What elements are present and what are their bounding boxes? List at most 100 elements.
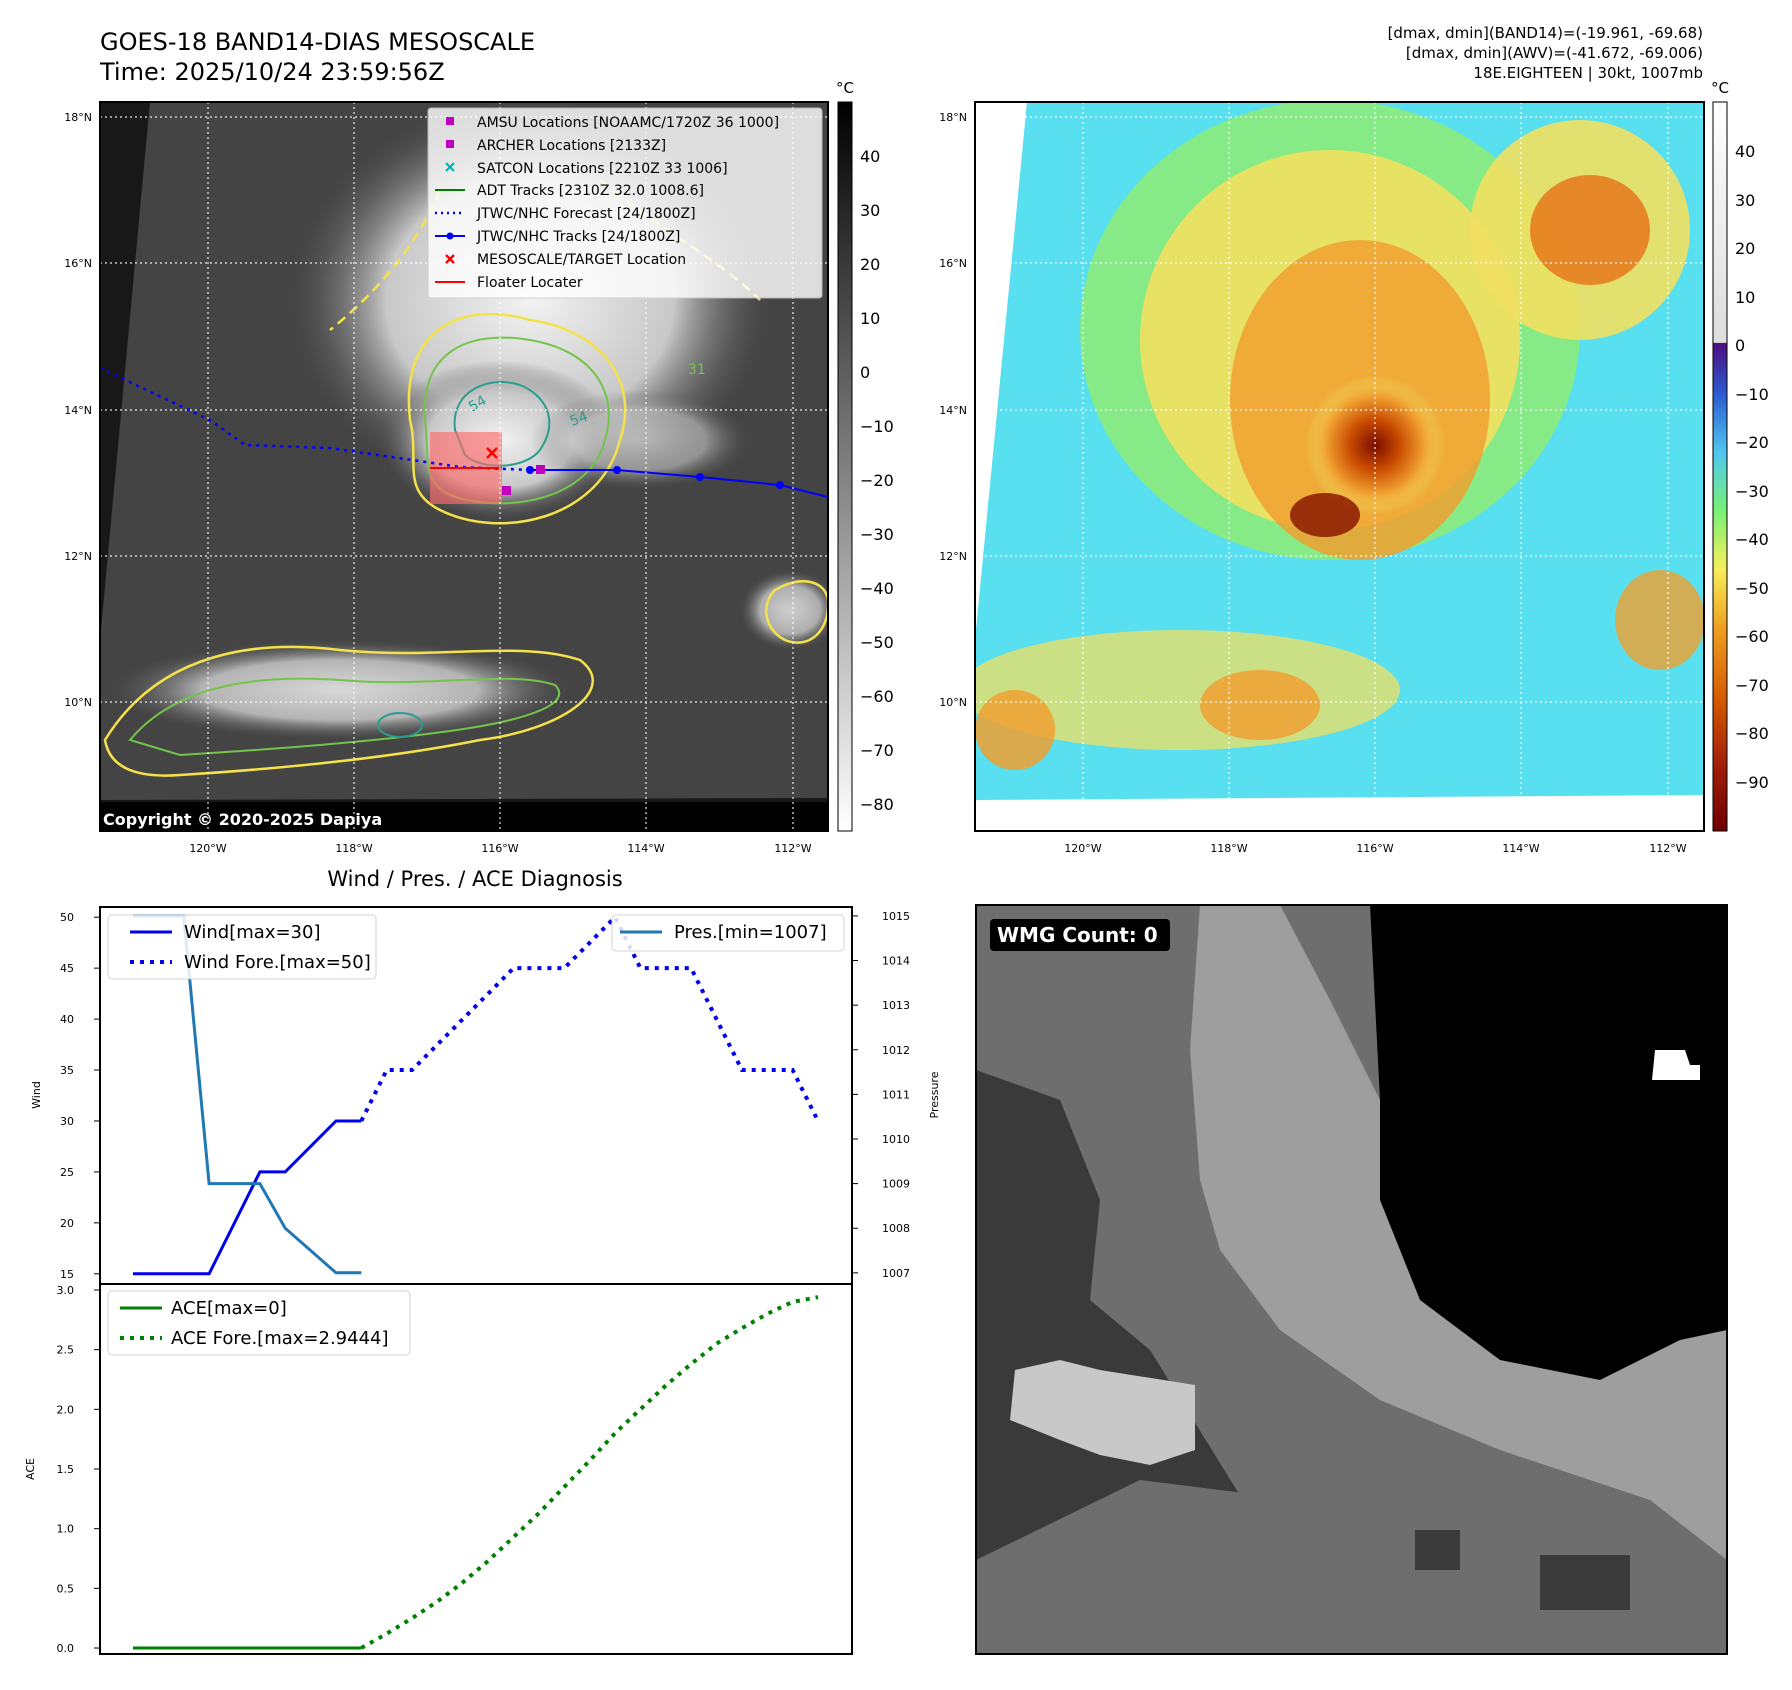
ir-cb-tick-m10: −10 bbox=[860, 417, 894, 436]
wmg-white-spot bbox=[1652, 1050, 1700, 1080]
awv-lat-12: 12°N bbox=[939, 550, 967, 563]
legend-archer-icon bbox=[446, 140, 454, 148]
awv-cb-tick-20: 20 bbox=[1735, 239, 1755, 258]
wind-y-axis: 15 20 25 30 35 40 45 50 bbox=[60, 911, 100, 1281]
pressure-y-axis: 1007 1008 1009 1010 1011 1012 1013 1014 1015 bbox=[852, 910, 910, 1280]
legend-floater-label: Floater Locater bbox=[477, 275, 583, 291]
ir-contour-yellow-south bbox=[103, 645, 594, 777]
legend-forecast-label: JTWC/NHC Forecast [24/1800Z] bbox=[476, 206, 696, 222]
awv-cb-tick-m30: −30 bbox=[1735, 482, 1769, 501]
awv-lat-18: 18°N bbox=[939, 111, 967, 124]
ace-tick-label-4: 2.0 bbox=[57, 1403, 75, 1416]
ir-cb-tick-30: 30 bbox=[860, 201, 880, 220]
wmg-light-patch bbox=[1010, 1360, 1195, 1465]
diagnosis-title: Wind / Pres. / ACE Diagnosis bbox=[327, 867, 622, 891]
ir-cb-tick-m20: −20 bbox=[860, 471, 894, 490]
ir-contour-teal-south bbox=[377, 712, 423, 738]
awv-cb-tick-0: 0 bbox=[1735, 336, 1745, 355]
wind-ylabel: Wind bbox=[30, 1081, 43, 1109]
awv-gridlines bbox=[975, 102, 1704, 831]
awv-cb-tick-30: 30 bbox=[1735, 191, 1755, 210]
legend-target-icon bbox=[445, 254, 455, 264]
awv-cb-tick-m90: −90 bbox=[1735, 773, 1769, 792]
ir-cb-tick-m60: −60 bbox=[860, 687, 894, 706]
wind-tick-label-7: 50 bbox=[60, 911, 74, 924]
figure-time: Time: 2025/10/24 23:59:56Z bbox=[99, 58, 445, 86]
ir-lat-18: 18°N bbox=[64, 111, 92, 124]
awv-lon-112: 112°W bbox=[1649, 842, 1686, 855]
awv-orange-east bbox=[1615, 570, 1704, 670]
track-point-1 bbox=[526, 466, 534, 474]
wind-tick-label-4: 35 bbox=[60, 1064, 74, 1077]
pressure-tick-label-2: 1009 bbox=[882, 1178, 910, 1191]
pressure-ylabel: Pressure bbox=[928, 1071, 941, 1118]
legend-track-dot-icon bbox=[446, 232, 454, 240]
ace-ylabel: ACE bbox=[24, 1458, 37, 1480]
awv-lat-16: 16°N bbox=[939, 257, 967, 270]
ir-lat-12: 12°N bbox=[64, 550, 92, 563]
ace-tick-label-5: 2.5 bbox=[57, 1344, 75, 1357]
ir-contour-green-south bbox=[128, 677, 561, 757]
awv-cb-tick-m20: −20 bbox=[1735, 433, 1769, 452]
ace-tick-label-0: 0.0 bbox=[57, 1642, 75, 1655]
ir-cb-tick-m50: −50 bbox=[860, 633, 894, 652]
wind-tick-label-5: 40 bbox=[60, 1013, 74, 1026]
awv-lon-labels: 120°W 118°W 116°W 114°W 112°W bbox=[1064, 842, 1686, 855]
awv-lon-120: 120°W bbox=[1064, 842, 1101, 855]
awv-orange-sw bbox=[975, 690, 1055, 770]
ir-colorbar-unit: °C bbox=[836, 79, 854, 97]
ace-tick-label-6: 3.0 bbox=[57, 1284, 75, 1297]
ir-legend-box bbox=[427, 107, 823, 299]
ir-cloud-east bbox=[740, 570, 828, 650]
awv-cb-tick-m60: −60 bbox=[1735, 627, 1769, 646]
awv-cb-tick-m80: −80 bbox=[1735, 724, 1769, 743]
pressure-legend-box bbox=[611, 914, 845, 952]
wmg-panel: WMG Count: 0 bbox=[975, 904, 1728, 1655]
awv-cb-tick-m50: −50 bbox=[1735, 579, 1769, 598]
ace-tick-label-2: 1.0 bbox=[57, 1523, 75, 1536]
ir-cb-tick-40: 40 bbox=[860, 147, 880, 166]
awv-cb-tick-10: 10 bbox=[1735, 288, 1755, 307]
ir-cb-tick-m80: −80 bbox=[860, 795, 894, 814]
archer-marker bbox=[502, 486, 511, 495]
target-marker bbox=[486, 447, 498, 459]
ace-legend-box bbox=[107, 1290, 411, 1356]
wmg-frame bbox=[975, 904, 1728, 1655]
awv-colorbar-unit: °C bbox=[1711, 79, 1729, 97]
ace-tick-label-1: 0.5 bbox=[57, 1582, 75, 1595]
ace-chart: 0.0 0.5 1.0 1.5 2.0 2.5 3.0 ACE ACE[max=0] ACE… bbox=[24, 1283, 853, 1655]
legend-pressure-label: Pres.[min=1007] bbox=[674, 922, 827, 943]
wind-tick-label-0: 15 bbox=[60, 1268, 74, 1281]
legend-track-label: JTWC/NHC Tracks [24/1800Z] bbox=[476, 229, 680, 245]
awv-map-panel: 18°N 16°N 14°N 12°N 10°N 120°W 118°W 116… bbox=[939, 79, 1769, 855]
awv-lon-116: 116°W bbox=[1356, 842, 1393, 855]
legend-target-label: MESOSCALE/TARGET Location bbox=[477, 252, 686, 268]
legend-satcon-icon bbox=[445, 162, 455, 172]
legend-adt-label: ADT Tracks [2310Z 32.0 1008.6] bbox=[477, 183, 704, 199]
series-line-wind-0 bbox=[133, 1119, 362, 1276]
awv-cb-tick-m40: −40 bbox=[1735, 530, 1769, 549]
ir-cloud-band bbox=[110, 640, 570, 740]
awv-core-south bbox=[1290, 493, 1360, 537]
amsu-marker bbox=[536, 465, 545, 474]
legend-wind-label: Wind[max=30] bbox=[184, 922, 321, 943]
track-point-2 bbox=[613, 466, 621, 474]
wmg-count-label: WMG Count: 0 bbox=[997, 923, 1158, 947]
ir-colorbar bbox=[837, 101, 853, 832]
awv-orange-south bbox=[1200, 670, 1320, 740]
wind-tick-label-1: 20 bbox=[60, 1217, 74, 1230]
wind-legend-box bbox=[107, 914, 377, 980]
awv-colorbar bbox=[1712, 101, 1728, 832]
ir-cb-tick-m30: −30 bbox=[860, 525, 894, 544]
pressure-tick-label-7: 1014 bbox=[882, 955, 910, 968]
ir-cb-tick-0: 0 bbox=[860, 363, 870, 382]
awv-cb-tick-m70: −70 bbox=[1735, 676, 1769, 695]
legend-wind-fore-label: Wind Fore.[max=50] bbox=[184, 952, 371, 973]
ir-contour-label-2: 54 bbox=[568, 409, 590, 430]
pressure-tick-label-4: 1011 bbox=[882, 1088, 910, 1101]
wmg-mid-south bbox=[976, 1480, 1727, 1654]
ace-series bbox=[133, 1295, 819, 1650]
info-band14: [dmax, dmin](BAND14)=(-19.961, -69.68) bbox=[1388, 24, 1703, 42]
info-awv: [dmax, dmin](AWV)=(-41.672, -69.006) bbox=[1406, 44, 1703, 62]
